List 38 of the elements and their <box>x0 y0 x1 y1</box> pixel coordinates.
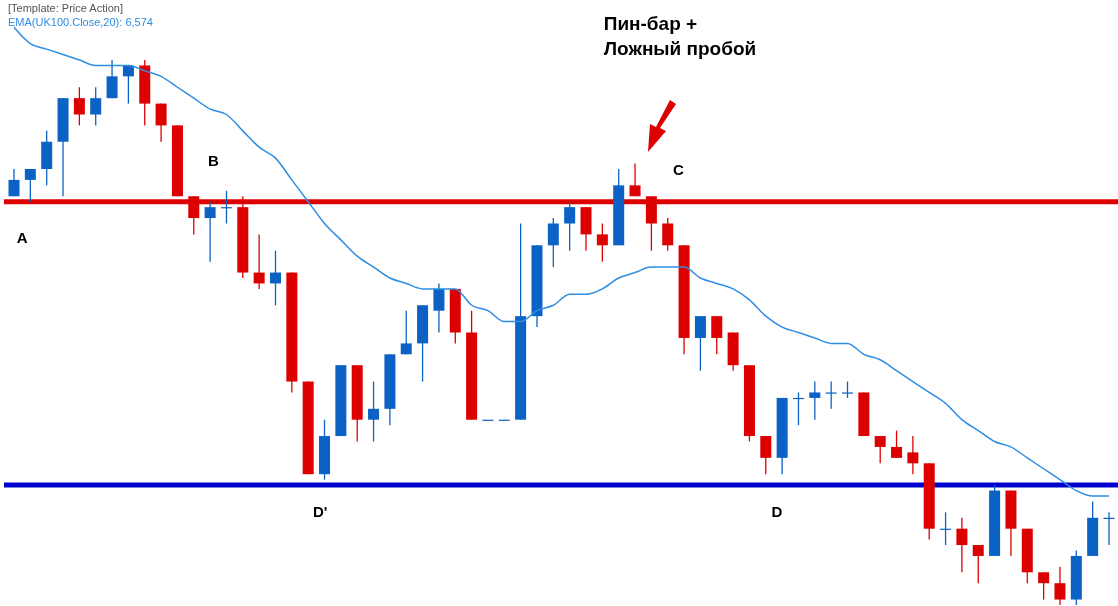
candlestick <box>891 429 903 459</box>
candlestick <box>269 250 281 306</box>
candlestick <box>874 435 886 464</box>
candlestick <box>662 217 674 252</box>
annotation: D' <box>313 503 328 520</box>
candlestick <box>629 162 641 197</box>
candlestick <box>809 380 821 421</box>
series-label: EMA(UK100.Close,20): 6,574 <box>8 16 153 28</box>
text: Пин-бар + Ложный пробой <box>603 13 757 59</box>
candlestick <box>760 435 772 475</box>
candlestick <box>694 315 706 372</box>
candlestick <box>825 380 837 410</box>
candlestick <box>155 102 167 143</box>
candlestick <box>564 201 576 252</box>
candlestick <box>433 282 445 334</box>
annotation: C <box>673 161 685 178</box>
candlestick <box>1038 571 1050 601</box>
candlestick <box>907 435 919 475</box>
candlestick <box>596 222 608 263</box>
candlestick <box>547 217 559 268</box>
candlestick <box>122 64 134 105</box>
candlestick <box>711 315 723 355</box>
candlestick <box>106 59 118 99</box>
candlestick <box>400 310 412 355</box>
annotation: B <box>207 152 219 169</box>
candlestick <box>24 168 36 203</box>
annotation: D <box>771 503 783 520</box>
candlestick <box>204 201 216 263</box>
candlestick <box>1054 566 1066 606</box>
candlestick <box>8 168 20 197</box>
candlestick <box>368 380 380 443</box>
candlestick <box>90 86 102 127</box>
candlestick <box>73 86 85 127</box>
annotation: A <box>16 229 28 246</box>
candlestick <box>972 544 984 584</box>
chart-title: [Template: Price Action] <box>8 2 123 14</box>
candlestick <box>956 517 968 573</box>
candlestick <box>253 233 265 290</box>
